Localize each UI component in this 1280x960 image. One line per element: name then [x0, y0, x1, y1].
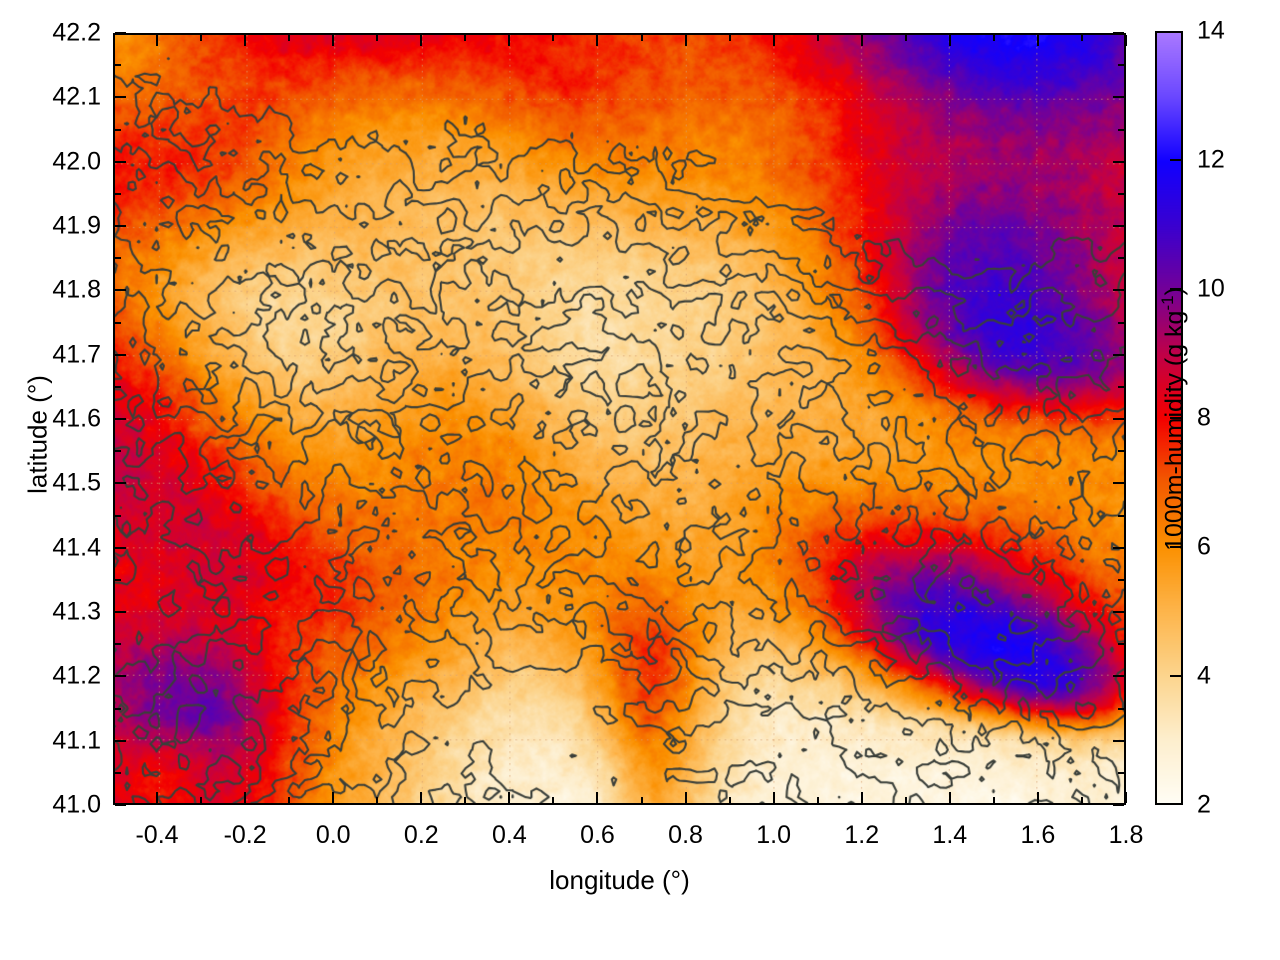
x-axis-tick-label: -0.2: [223, 821, 267, 849]
x-axis-tick-label: 1.0: [756, 821, 792, 849]
humidity-heatmap-canvas: [115, 35, 1124, 803]
x-axis-tick-label: 0.2: [403, 821, 439, 849]
y-axis-tick-label: 41.1: [52, 726, 101, 755]
y-axis-title: latitude (°): [22, 375, 53, 494]
y-axis-tick-label: 41.9: [52, 211, 101, 240]
x-axis-tick-label: 0.6: [580, 821, 615, 849]
y-axis-tick-label: 41.4: [52, 533, 101, 562]
colorbar-title: 1000m-humidity (g kg-1): [1158, 169, 1189, 669]
y-axis-tick-label: 41.0: [52, 790, 101, 819]
y-axis-tick-label: 42.1: [52, 82, 101, 111]
x-axis-tick-label: 1.4: [932, 821, 968, 849]
y-axis-tick-label: 41.3: [52, 597, 101, 626]
map-plot-area: [113, 33, 1126, 805]
x-axis-tick-label: 0.8: [668, 821, 703, 849]
colorbar-tick-label: 8: [1197, 403, 1211, 432]
colorbar-title-tail: ): [1160, 287, 1189, 296]
x-axis-tick-label: 0.0: [315, 821, 351, 849]
colorbar-tick-label: 10: [1197, 274, 1225, 303]
colorbar-tick-label: 12: [1197, 145, 1225, 174]
x-axis-tick-label: 0.4: [492, 821, 527, 849]
x-axis-tick-label: 1.6: [1020, 821, 1056, 849]
colorbar-tick-label: 4: [1197, 661, 1211, 690]
colorbar-tick-label: 6: [1197, 532, 1211, 561]
y-axis-tick-label: 42.0: [52, 147, 101, 176]
colorbar-title-main: 1000m-humidity (g kg: [1160, 310, 1189, 551]
colorbar-tick-label: 14: [1197, 16, 1225, 45]
y-axis-tick-label: 41.2: [52, 661, 101, 690]
x-axis-tick-label: -0.4: [135, 821, 179, 849]
y-axis-tick-label: 42.2: [52, 18, 101, 47]
colorbar-tick-label: 2: [1197, 790, 1211, 819]
x-axis-title: longitude (°): [549, 865, 690, 895]
colorbar-title-exponent: -1: [1158, 295, 1177, 311]
y-axis-tick-label: 41.8: [52, 275, 101, 304]
x-axis-tick-label: 1.2: [844, 821, 880, 849]
x-axis-tick-label: 1.8: [1108, 821, 1144, 849]
